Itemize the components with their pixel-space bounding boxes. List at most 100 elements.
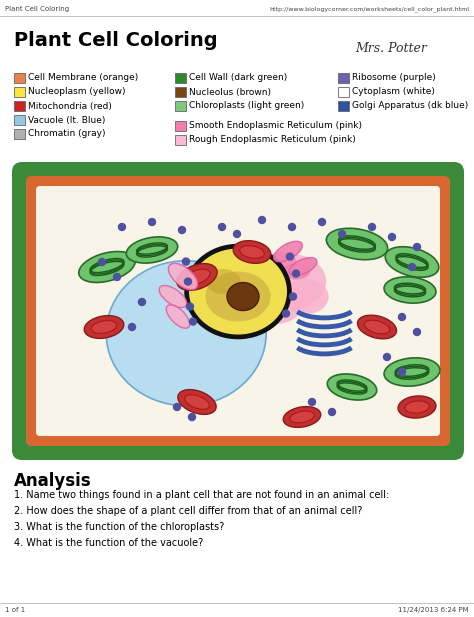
Text: Analysis: Analysis: [14, 472, 91, 490]
Text: Cytoplasm (white): Cytoplasm (white): [352, 88, 435, 96]
Ellipse shape: [233, 241, 271, 263]
Ellipse shape: [206, 269, 240, 294]
Circle shape: [399, 368, 405, 376]
Text: Cell Wall (dark green): Cell Wall (dark green): [189, 73, 287, 83]
FancyBboxPatch shape: [12, 162, 464, 460]
Text: 11/24/2013 6:24 PM: 11/24/2013 6:24 PM: [398, 607, 469, 613]
Ellipse shape: [385, 247, 439, 277]
Bar: [175, 121, 186, 131]
Ellipse shape: [398, 396, 436, 418]
Ellipse shape: [384, 358, 440, 386]
Circle shape: [368, 223, 375, 231]
Text: http://www.biologycorner.com/worksheets/cell_color_plant.html: http://www.biologycorner.com/worksheets/…: [269, 6, 469, 12]
Bar: [338, 73, 349, 83]
Circle shape: [219, 223, 226, 231]
Ellipse shape: [79, 252, 135, 283]
Bar: [175, 73, 186, 83]
Circle shape: [186, 303, 193, 310]
Circle shape: [389, 233, 395, 241]
Text: Nucleoplasm (yellow): Nucleoplasm (yellow): [28, 88, 126, 96]
Text: Chloroplasts (light green): Chloroplasts (light green): [189, 102, 304, 110]
Ellipse shape: [178, 389, 216, 415]
Circle shape: [179, 226, 185, 233]
Ellipse shape: [91, 321, 117, 333]
Bar: [338, 101, 349, 111]
Ellipse shape: [177, 263, 217, 291]
Ellipse shape: [266, 252, 296, 270]
Bar: [175, 135, 186, 145]
Ellipse shape: [106, 261, 266, 406]
Ellipse shape: [289, 257, 317, 276]
Ellipse shape: [284, 279, 328, 314]
Circle shape: [128, 323, 136, 331]
Ellipse shape: [186, 246, 290, 337]
Bar: [175, 87, 186, 97]
Circle shape: [189, 413, 195, 421]
Ellipse shape: [206, 271, 271, 321]
Circle shape: [148, 218, 155, 225]
Ellipse shape: [327, 228, 388, 260]
Ellipse shape: [256, 254, 326, 309]
Ellipse shape: [84, 316, 124, 338]
Ellipse shape: [166, 305, 190, 328]
Ellipse shape: [273, 241, 302, 262]
Ellipse shape: [240, 246, 264, 259]
Bar: [338, 87, 349, 97]
Text: Vacuole (lt. Blue): Vacuole (lt. Blue): [28, 115, 105, 125]
Text: Rough Endoplasmic Reticulum (pink): Rough Endoplasmic Reticulum (pink): [189, 136, 356, 144]
Bar: [14, 87, 25, 97]
Circle shape: [383, 354, 391, 360]
Circle shape: [409, 263, 416, 270]
Circle shape: [413, 328, 420, 336]
Circle shape: [118, 223, 126, 231]
Ellipse shape: [184, 395, 210, 409]
Ellipse shape: [168, 263, 198, 290]
Text: Nucleolus (brown): Nucleolus (brown): [189, 88, 271, 96]
Ellipse shape: [290, 411, 314, 423]
Circle shape: [113, 273, 120, 281]
Circle shape: [173, 404, 181, 410]
Bar: [14, 73, 25, 83]
Ellipse shape: [159, 286, 187, 308]
Ellipse shape: [357, 315, 397, 339]
Ellipse shape: [282, 263, 310, 280]
Circle shape: [289, 223, 295, 231]
FancyBboxPatch shape: [36, 186, 440, 436]
Ellipse shape: [405, 401, 429, 413]
Ellipse shape: [227, 283, 259, 310]
Ellipse shape: [283, 407, 321, 428]
Text: 2. How does the shape of a plant cell differ from that of an animal cell?: 2. How does the shape of a plant cell di…: [14, 506, 363, 516]
Ellipse shape: [126, 237, 178, 263]
Circle shape: [99, 259, 106, 265]
Text: Mitochondria (red): Mitochondria (red): [28, 102, 112, 110]
Circle shape: [182, 258, 190, 265]
Text: 4. What is the function of the vacuole?: 4. What is the function of the vacuole?: [14, 538, 203, 548]
Circle shape: [234, 231, 240, 238]
FancyBboxPatch shape: [26, 176, 450, 446]
Circle shape: [328, 408, 336, 415]
Ellipse shape: [384, 277, 436, 303]
Text: Cell Membrane (orange): Cell Membrane (orange): [28, 73, 138, 83]
Text: Chromatin (gray): Chromatin (gray): [28, 130, 106, 138]
Circle shape: [286, 253, 293, 260]
Ellipse shape: [189, 249, 287, 334]
Ellipse shape: [365, 320, 390, 334]
Circle shape: [190, 318, 197, 325]
Circle shape: [309, 399, 316, 405]
Circle shape: [290, 293, 297, 300]
Circle shape: [413, 244, 420, 251]
Circle shape: [184, 278, 191, 285]
Circle shape: [338, 231, 346, 238]
Text: Smooth Endoplasmic Reticulum (pink): Smooth Endoplasmic Reticulum (pink): [189, 122, 362, 131]
Ellipse shape: [249, 257, 284, 276]
Circle shape: [258, 217, 265, 223]
Ellipse shape: [327, 374, 377, 400]
Circle shape: [319, 218, 326, 225]
Circle shape: [138, 299, 146, 305]
Bar: [14, 101, 25, 111]
Text: 1 of 1: 1 of 1: [5, 607, 25, 613]
Circle shape: [399, 313, 405, 320]
Circle shape: [292, 270, 300, 277]
Ellipse shape: [249, 279, 304, 324]
Text: 1. Name two things found in a plant cell that are not found in an animal cell:: 1. Name two things found in a plant cell…: [14, 490, 389, 500]
